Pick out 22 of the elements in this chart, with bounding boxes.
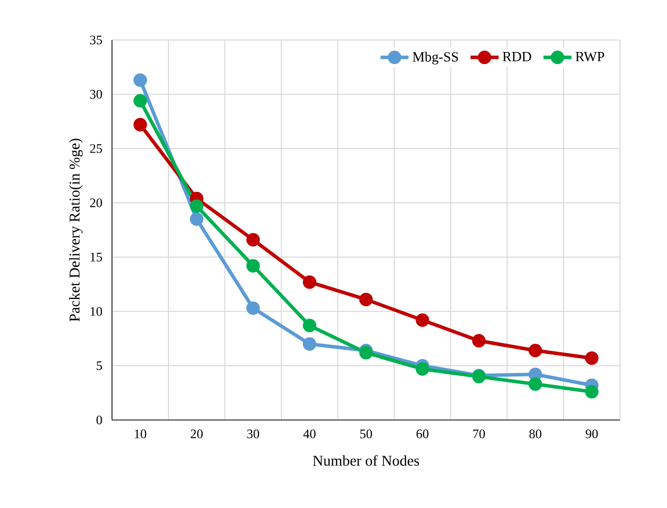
x-tick-label: 70 (473, 430, 485, 438)
x-tick-label: 80 (529, 430, 542, 438)
y-tick-label: 25 (90, 144, 102, 153)
x-tick-label: 60 (416, 430, 428, 438)
y-axis-title: Packet Delivery Ratio(in %ge) (69, 138, 83, 322)
y-tick-label: 0 (96, 416, 102, 424)
x-tick-label: 50 (360, 430, 372, 438)
legend-label: RDD (502, 52, 532, 62)
x-tick-label: 90 (586, 430, 598, 438)
y-tick-label: 10 (90, 307, 102, 316)
y-tick-label: 35 (90, 36, 102, 44)
y-tick-label: 5 (96, 361, 102, 370)
y-tick-label: 30 (90, 90, 102, 99)
y-tick-label: 15 (90, 252, 102, 262)
x-tick-label: 40 (303, 430, 316, 438)
x-axis-title: Number of Nodes (312, 455, 419, 466)
x-tick-label: 30 (247, 430, 260, 438)
x-tick-label: 10 (134, 430, 146, 438)
legend-label: RWP (576, 52, 604, 62)
y-tick-label: 20 (90, 198, 102, 208)
legend-label: Mbg-SS (412, 52, 458, 64)
x-tick-label: 20 (190, 430, 203, 438)
